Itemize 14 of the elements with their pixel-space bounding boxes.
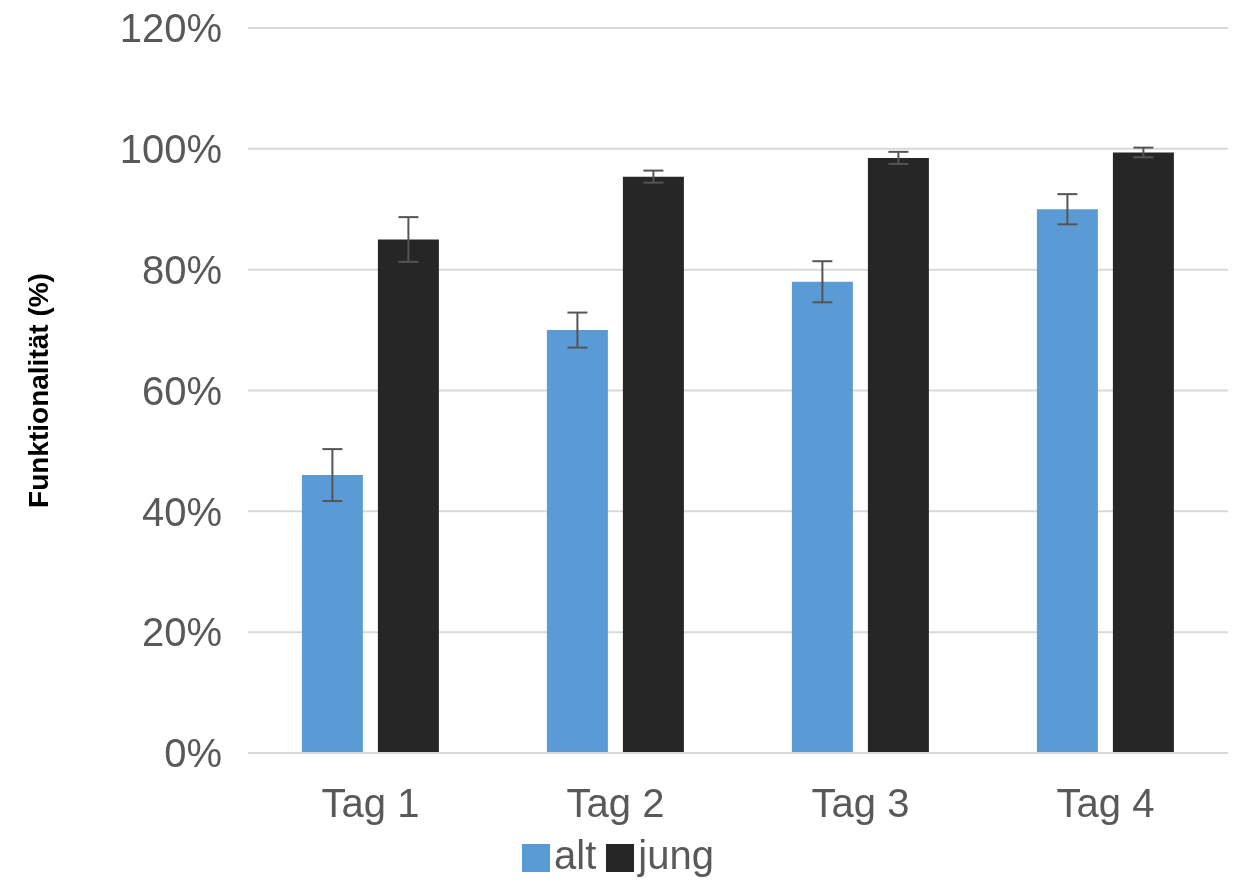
y-tick-label: 120%	[119, 6, 222, 51]
y-tick-label: 40%	[141, 489, 222, 534]
x-tick-label: Tag 3	[811, 781, 910, 826]
x-tick-label: Tag 4	[1056, 781, 1155, 826]
legend-label: alt	[554, 833, 597, 877]
y-tick-label: 0%	[164, 731, 222, 776]
legend-label: jung	[638, 833, 714, 877]
x-tick-label: Tag 1	[321, 781, 420, 826]
y-tick-label: 20%	[141, 610, 222, 655]
y-tick-label: 80%	[141, 247, 222, 292]
x-tick-label: Tag 2	[566, 781, 665, 826]
y-tick-label: 100%	[119, 127, 222, 172]
y-tick-label: 60%	[141, 368, 222, 413]
y-axis-title: Funktionalität (%)	[22, 273, 54, 508]
